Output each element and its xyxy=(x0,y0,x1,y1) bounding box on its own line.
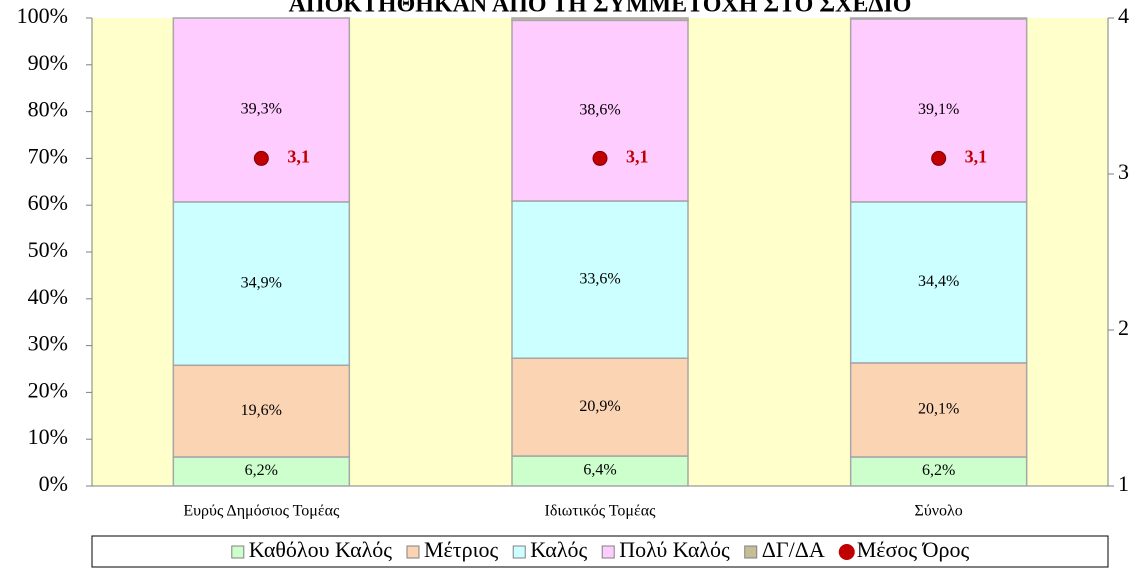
data-label: 3,1 xyxy=(626,147,649,167)
bar-segment xyxy=(849,17,1028,20)
y-tick-label: 100% xyxy=(17,3,68,28)
legend-label: Μέτριος xyxy=(424,537,499,562)
data-label: 3,1 xyxy=(287,147,310,167)
y-tick-label: 80% xyxy=(28,97,68,122)
data-label: 34,9% xyxy=(241,274,282,291)
mean-marker xyxy=(592,150,608,166)
y-tick-label: 60% xyxy=(28,190,68,215)
y-tick-label: 70% xyxy=(28,143,68,168)
legend-swatch xyxy=(744,545,758,559)
data-label: 20,1% xyxy=(918,401,959,418)
bar-segment xyxy=(511,357,689,457)
y-tick-label: 30% xyxy=(28,331,68,356)
y-tick-label: 0% xyxy=(39,471,68,496)
data-label: 6,2% xyxy=(922,462,955,479)
data-label: 38,6% xyxy=(579,101,620,118)
chart-title: ΑΠΟΚΤΗΘΗΚΑΝ ΑΠΟ ΤΗ ΣΥΜΜΕΤΟΧΗ ΣΤΟ ΣΧΕΔΙΟ xyxy=(289,0,912,18)
bar-segment xyxy=(849,362,1028,458)
bar-segment xyxy=(511,455,689,487)
legend-label: ΔΓ/ΔΑ xyxy=(762,537,825,562)
bar-segment xyxy=(511,200,689,359)
y2-tick-label: 4 xyxy=(1118,3,1129,28)
data-label: 6,4% xyxy=(583,462,616,479)
y2-tick-label: 1 xyxy=(1118,471,1129,496)
y-tick-label: 90% xyxy=(28,50,68,75)
y-tick-label: 10% xyxy=(28,424,68,449)
legend-label: Μέσος Όρος xyxy=(857,537,970,562)
legend-swatch xyxy=(406,545,420,559)
y-tick-label: 50% xyxy=(28,237,68,262)
legend-marker xyxy=(838,544,855,560)
data-label: 34,4% xyxy=(918,273,959,290)
legend-swatch xyxy=(512,545,526,559)
bar-segment xyxy=(172,201,351,367)
legend: Καθόλου Καλός Μέτριος Καλός Πολύ Καλός ΔΓ/ΔΑ… xyxy=(231,537,970,562)
x-tick-label: Σύνολο xyxy=(915,503,963,520)
data-label: 6,2% xyxy=(245,462,278,479)
data-label: 19,6% xyxy=(241,402,282,419)
mean-marker xyxy=(931,150,947,166)
legend-label: Καθόλου Καλός xyxy=(249,537,392,562)
legend-box xyxy=(91,535,1109,568)
legend-swatch xyxy=(601,545,615,559)
y2-tick-label: 2 xyxy=(1118,315,1129,340)
bar-segment xyxy=(849,18,1028,203)
data-label: 33,6% xyxy=(579,270,620,287)
data-label: 39,3% xyxy=(241,101,282,118)
data-label: 20,9% xyxy=(579,398,620,415)
x-tick-label: Ευρύς Δημόσιος Τομέας xyxy=(183,503,340,520)
data-label: 3,1 xyxy=(965,147,988,167)
legend-swatch xyxy=(231,545,245,559)
y-tick-label: 40% xyxy=(28,284,68,309)
mean-marker xyxy=(253,150,269,166)
x-tick-label: Ιδιωτικός Τομέας xyxy=(545,503,657,520)
legend-label: Καλός xyxy=(530,537,587,562)
bar-segment xyxy=(172,17,351,203)
bar-segment xyxy=(849,201,1028,364)
legend-label: Πολύ Καλός xyxy=(619,537,730,562)
data-label: 39,1% xyxy=(918,101,959,118)
y2-tick-label: 3 xyxy=(1118,159,1129,184)
y-tick-label: 20% xyxy=(28,377,68,402)
bar-segment xyxy=(511,17,689,22)
